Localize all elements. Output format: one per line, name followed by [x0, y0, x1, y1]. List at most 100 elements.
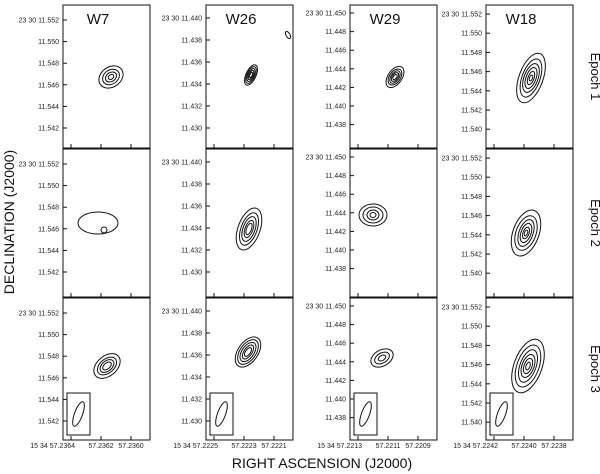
- contour: [389, 70, 401, 84]
- y-tick-label: 11.446: [325, 341, 346, 348]
- contour: [517, 219, 535, 247]
- y-tick-label: 23 30 11.552: [19, 311, 59, 318]
- panel-title: W26: [226, 11, 257, 28]
- y-tick-label: 23 30 11.440: [162, 160, 202, 167]
- y-tick-label: 11.436: [181, 353, 202, 360]
- y-tick-label: 11.540: [461, 271, 482, 278]
- contour: [104, 71, 118, 83]
- contour: [370, 348, 394, 368]
- y-tick-label: 11.550: [38, 332, 59, 339]
- x-tick-label: 15 34 57.2225: [173, 443, 218, 450]
- y-tick-label: 11.442: [325, 378, 346, 385]
- y-tick-label: 11.432: [181, 248, 202, 255]
- y-tick-label: 11.550: [461, 31, 482, 38]
- y-tick-label: 11.546: [461, 69, 482, 76]
- contour: [102, 361, 112, 371]
- y-tick-label: 11.438: [181, 182, 202, 189]
- y-tick-label: 11.542: [461, 108, 482, 115]
- y-tick-label: 11.548: [461, 50, 482, 57]
- y-tick-label: 11.438: [325, 415, 346, 422]
- contour: [241, 216, 257, 242]
- y-tick-label: 11.448: [325, 322, 346, 329]
- x-tick-label: 57.2223: [231, 443, 256, 450]
- x-tick-label: 15 34 57.2364: [30, 443, 75, 450]
- contour: [516, 52, 546, 104]
- x-tick-label: 15 34 57.2242: [453, 443, 498, 450]
- y-tick-label: 11.446: [325, 192, 346, 199]
- y-tick-label: 11.436: [181, 204, 202, 211]
- y-tick-label: 11.542: [38, 419, 59, 426]
- x-tick-label: 57.2211: [376, 443, 401, 450]
- y-tick-label: 11.430: [181, 270, 202, 277]
- contour: [246, 68, 256, 82]
- contour: [524, 67, 538, 89]
- contour: [514, 344, 542, 388]
- y-tick-label: 11.438: [181, 331, 202, 338]
- contour: [243, 219, 255, 239]
- contour: [366, 209, 380, 221]
- y-tick-label: 11.548: [38, 205, 59, 212]
- x-tick-label: 57.2238: [541, 443, 566, 450]
- y-tick-label: 11.440: [325, 248, 346, 255]
- y-tick-label: 11.434: [181, 375, 202, 382]
- contour: [244, 64, 258, 86]
- y-tick-label: 11.430: [181, 126, 202, 133]
- y-tick-label: 11.544: [38, 248, 59, 255]
- x-tick-label: 15 34 57.2213: [317, 443, 362, 450]
- contour: [390, 72, 400, 82]
- x-tick-label: 57.2240: [511, 443, 536, 450]
- beam: [215, 401, 228, 427]
- row-label: Epoch 1: [588, 53, 600, 101]
- x-tick-label: 57.2360: [118, 443, 143, 450]
- contour: [100, 226, 108, 234]
- beam-box: [353, 392, 378, 436]
- contour: [392, 73, 398, 81]
- y-tick-label: 11.542: [38, 270, 59, 277]
- beam: [359, 401, 372, 427]
- y-tick-label: 11.546: [461, 362, 482, 369]
- y-tick-label: 11.540: [461, 127, 482, 134]
- contour: [77, 211, 119, 235]
- y-tick-label: 11.544: [38, 397, 59, 404]
- contour: [523, 229, 529, 237]
- contour: [237, 339, 259, 365]
- panel-frame: [62, 148, 151, 298]
- panel-frame: [485, 148, 574, 298]
- contour: [234, 336, 262, 368]
- panel-frame: [349, 297, 438, 441]
- y-tick-label: 11.444: [325, 66, 346, 73]
- y-tick-label: 11.432: [181, 397, 202, 404]
- y-tick-label: 11.542: [461, 401, 482, 408]
- y-tick-label: 23 30 11.450: [306, 304, 346, 311]
- contour: [99, 359, 115, 373]
- contour: [284, 30, 292, 40]
- y-tick-label: 11.548: [38, 61, 59, 68]
- contour: [387, 68, 403, 86]
- y-tick-label: 23 30 11.552: [19, 18, 59, 25]
- y-tick-label: 23 30 11.440: [162, 309, 202, 316]
- contour: [93, 353, 121, 379]
- y-tick-label: 11.438: [325, 122, 346, 129]
- contour: [374, 351, 390, 365]
- contour: [358, 203, 388, 227]
- contour: [107, 74, 115, 80]
- contour: [517, 349, 539, 383]
- contour: [96, 356, 118, 376]
- panel-frame: [485, 4, 574, 149]
- panel-frame: [349, 148, 438, 298]
- y-tick-label: 23 30 11.552: [442, 305, 482, 312]
- x-axis-label: RIGHT ASCENSION (J2000): [232, 455, 412, 471]
- panel-frame: [485, 297, 574, 441]
- y-tick-label: 11.442: [325, 229, 346, 236]
- contour: [243, 347, 253, 357]
- y-tick-label: 11.440: [325, 397, 346, 404]
- y-tick-label: 11.542: [38, 126, 59, 133]
- y-tick-label: 11.446: [325, 48, 346, 55]
- y-tick-label: 11.546: [38, 375, 59, 382]
- panel-frame: [349, 4, 438, 149]
- contour: [519, 222, 533, 244]
- y-tick-label: 11.546: [38, 82, 59, 89]
- panel-title: W18: [506, 11, 537, 28]
- contour: [522, 63, 540, 93]
- y-tick-label: 11.438: [181, 38, 202, 45]
